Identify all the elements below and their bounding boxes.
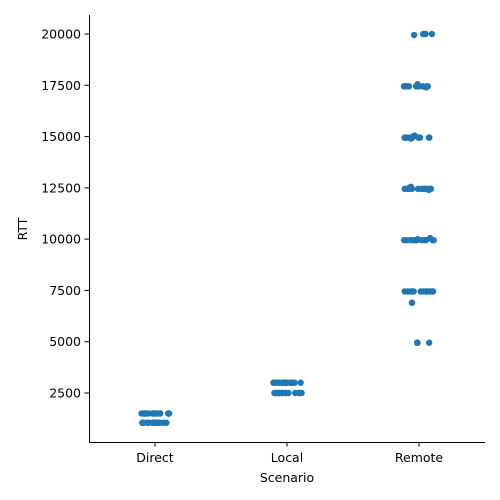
data-point (295, 389, 302, 397)
data-point (426, 234, 434, 242)
data-point (145, 410, 152, 417)
data-point (275, 389, 283, 397)
y-tick-label: 17500 (41, 78, 81, 93)
data-point (283, 379, 291, 386)
data-point (288, 379, 295, 386)
data-point (271, 389, 278, 397)
y-tick-label: 7500 (49, 283, 81, 298)
data-point (419, 30, 427, 38)
x-tick-label: Direct (136, 450, 174, 465)
data-point (413, 339, 421, 346)
x-tick-label: Local (271, 450, 303, 465)
y-tick-label: 10000 (41, 232, 81, 247)
y-tick-label: 5000 (49, 334, 81, 349)
y-tick-label: 20000 (41, 27, 81, 42)
data-point (139, 419, 146, 426)
data-point (405, 184, 413, 192)
data-point (425, 339, 433, 346)
data-point (282, 389, 290, 397)
data-point (409, 133, 417, 140)
data-point (408, 299, 416, 306)
data-point (410, 31, 418, 39)
data-point (428, 30, 436, 38)
data-points (138, 30, 437, 426)
data-point (402, 134, 410, 141)
y-tick-label: 12500 (41, 180, 81, 195)
data-point (401, 288, 408, 295)
data-point (426, 134, 433, 141)
data-point (143, 419, 151, 426)
data-point (297, 379, 304, 386)
data-point (156, 419, 163, 426)
data-point (270, 379, 277, 386)
y-tick-label: 2500 (49, 386, 81, 401)
data-point (414, 185, 422, 193)
data-point (156, 410, 164, 417)
data-point (420, 185, 428, 193)
x-tick-label: Remote (395, 450, 444, 465)
x-axis-label: Scenario (260, 470, 314, 485)
data-point (403, 236, 410, 244)
y-axis-ticks: 2500 5000 7500 10000 12500 15000 17500 20000 (41, 27, 89, 401)
data-point (417, 288, 424, 295)
data-point (410, 288, 417, 295)
data-point (414, 235, 421, 243)
data-point (425, 186, 433, 194)
y-tick-label: 15000 (41, 129, 81, 144)
data-point (414, 81, 421, 88)
data-point (151, 419, 159, 426)
data-point (165, 410, 172, 417)
data-point (401, 83, 408, 90)
y-axis-label: RTT (15, 217, 30, 240)
x-axis-ticks: Direct Local Remote (136, 442, 443, 465)
data-point (422, 84, 430, 91)
